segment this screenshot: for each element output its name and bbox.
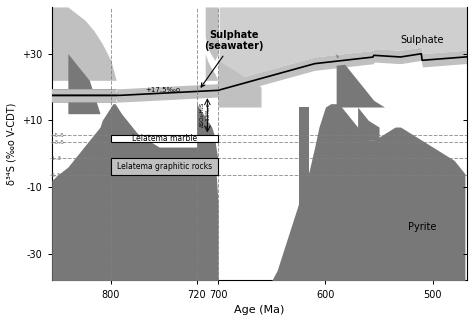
Text: Pyrite: Pyrite <box>408 222 436 232</box>
Text: ΔSO₄-H₂S
≈−13‰o: ΔSO₄-H₂S ≈−13‰o <box>200 102 210 129</box>
X-axis label: Age (Ma): Age (Ma) <box>234 305 284 315</box>
Text: Sulphate: Sulphate <box>400 35 444 45</box>
Text: +3.5: +3.5 <box>50 139 65 145</box>
Text: Lelatema marble: Lelatema marble <box>132 134 197 143</box>
Text: +17.5‰o: +17.5‰o <box>145 87 180 93</box>
Y-axis label: δ³⁴S (‰o V-CDT): δ³⁴S (‰o V-CDT) <box>7 102 17 185</box>
Bar <box>111 135 218 142</box>
Text: Lelatema graphitic rocks: Lelatema graphitic rocks <box>117 162 212 171</box>
Polygon shape <box>215 204 218 280</box>
Polygon shape <box>299 107 310 280</box>
Text: -1.3: -1.3 <box>50 156 62 161</box>
Text: +5.5: +5.5 <box>50 133 64 138</box>
Text: -6.5: -6.5 <box>50 173 62 178</box>
Bar <box>111 158 218 175</box>
Text: Sulphate
(seawater): Sulphate (seawater) <box>201 30 264 87</box>
